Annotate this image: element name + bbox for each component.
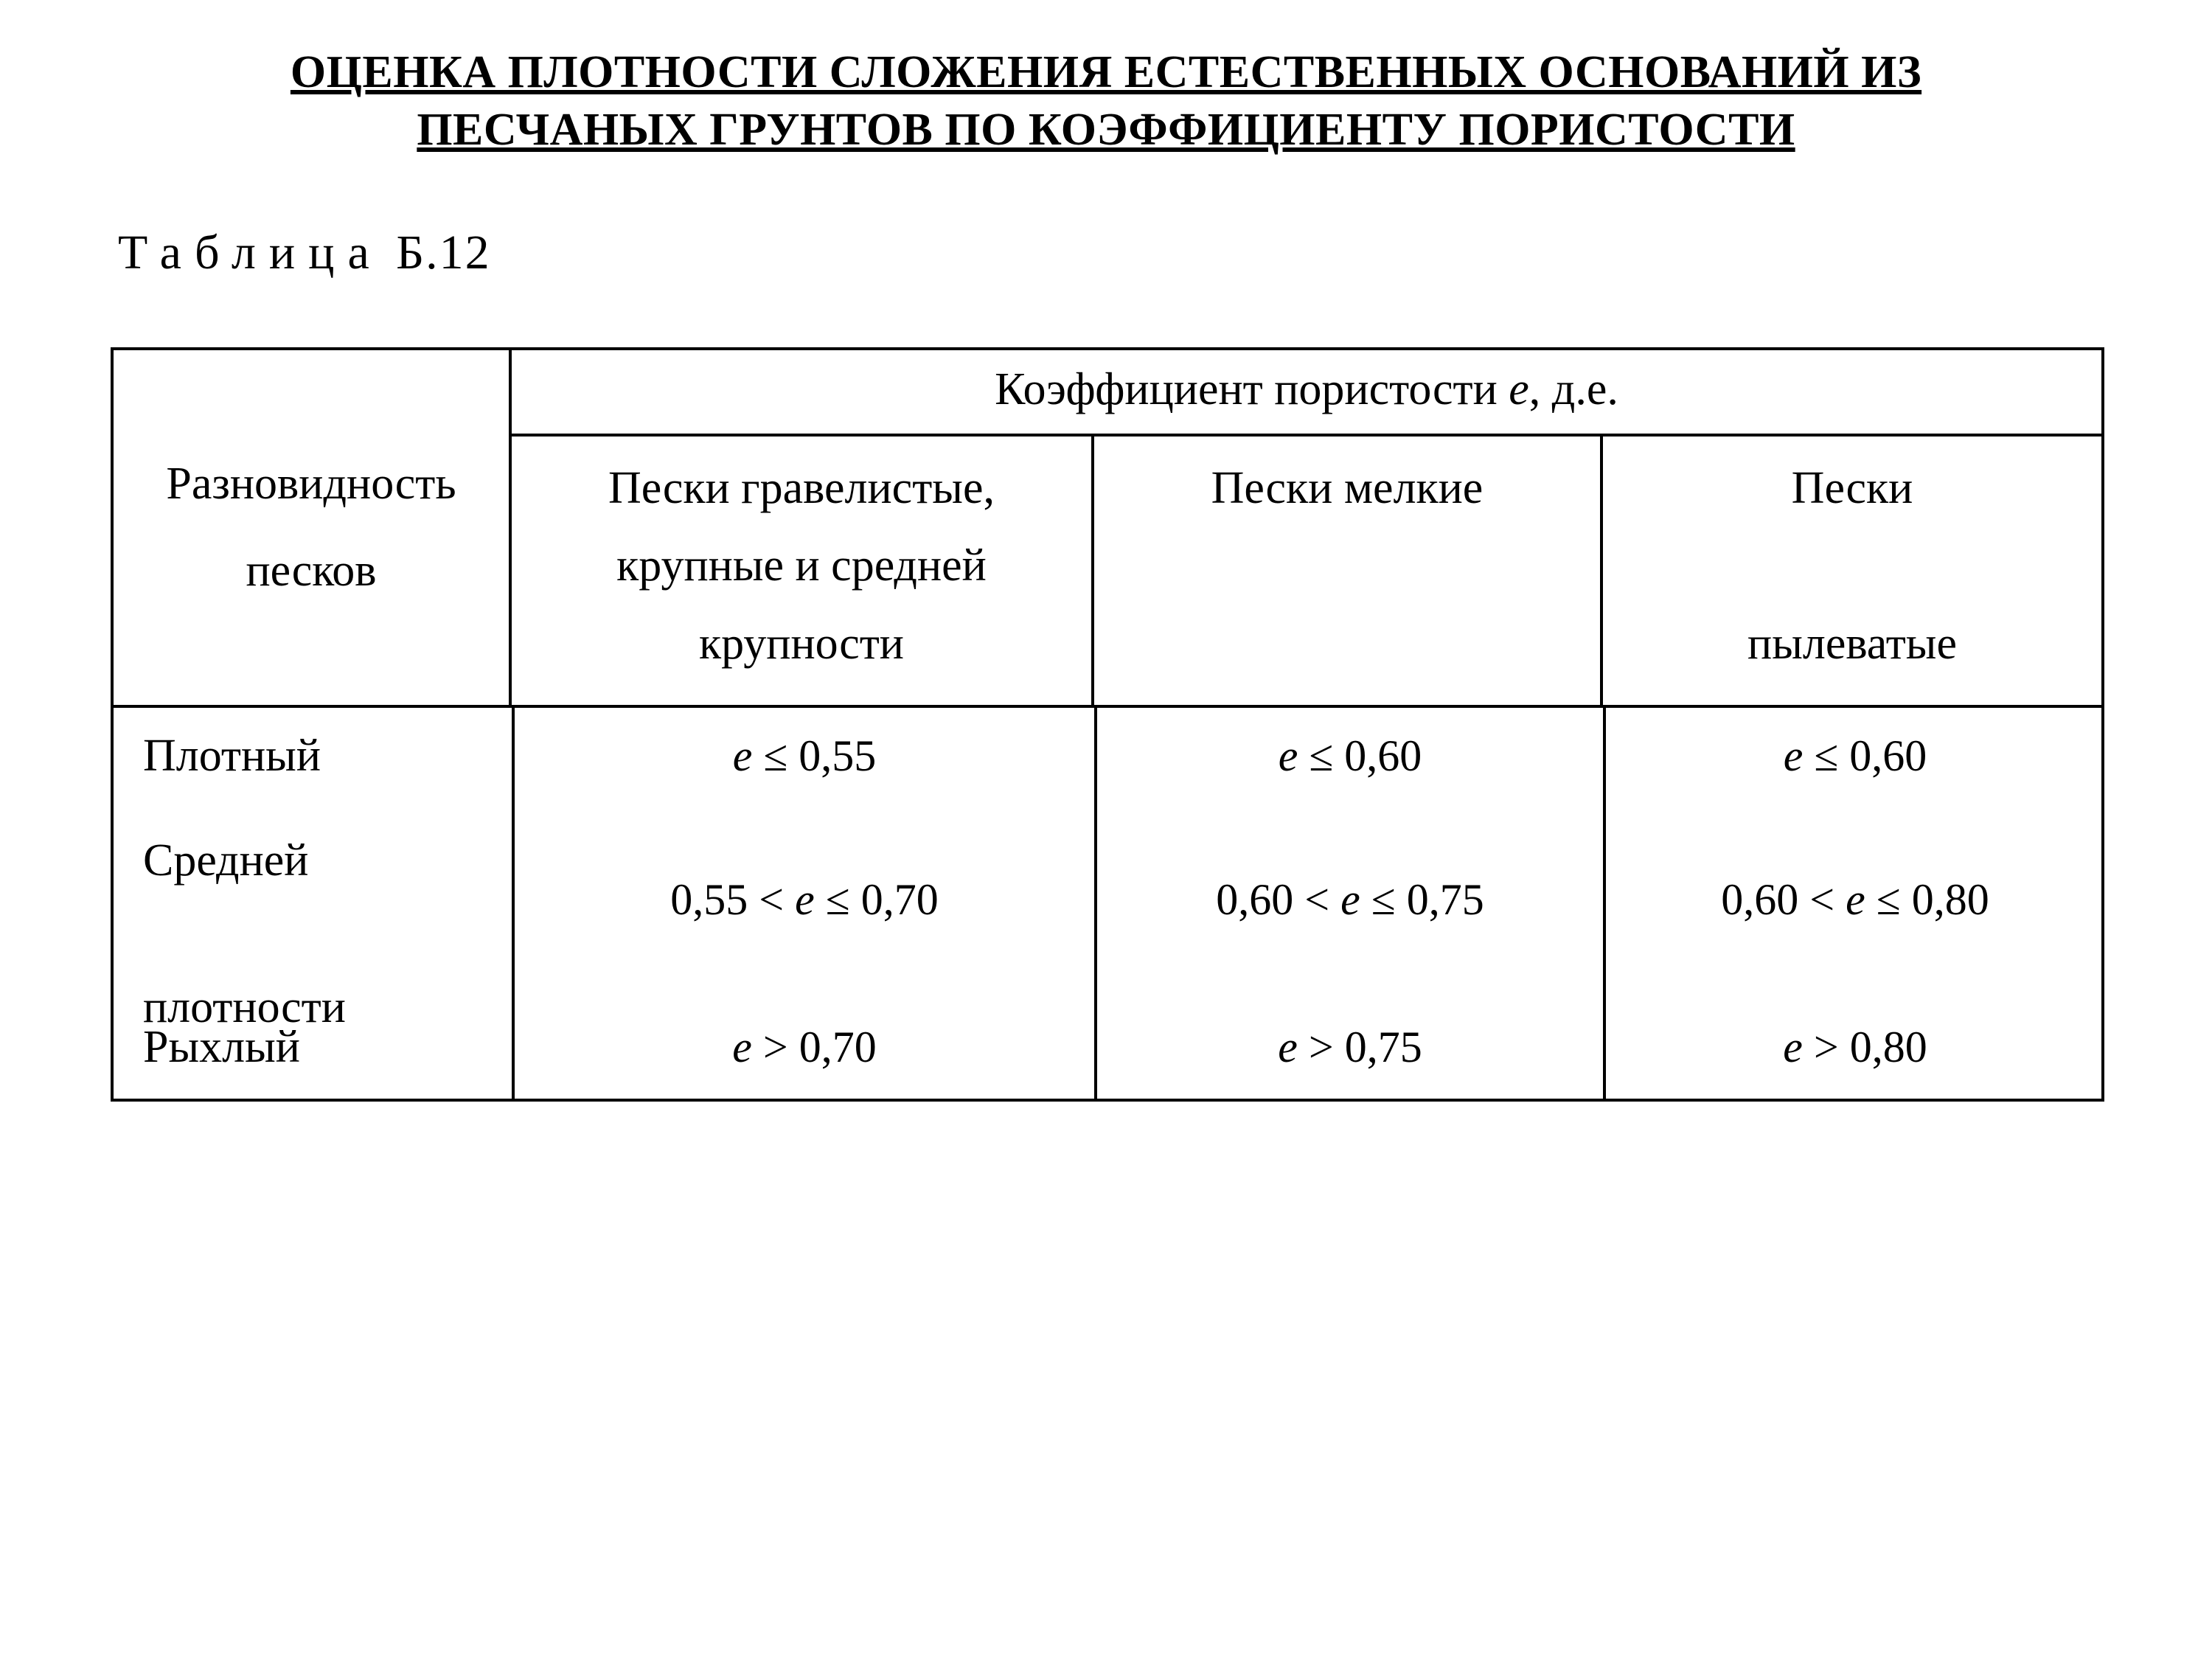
row-loose-col1: е > 0,70 — [512, 995, 1094, 1099]
row-loose-col2: е > 0,75 — [1094, 995, 1603, 1099]
header-coefficient: Коэффициент пористости е, д.е. — [510, 349, 2103, 435]
table-caption: Таблица Б.12 — [111, 225, 2101, 281]
table-caption-number: Б.12 — [383, 226, 491, 279]
header-sand-type: Разновидность песков — [112, 349, 510, 706]
row-medium-col1: 0,55 < е ≤ 0,70 — [512, 804, 1094, 995]
title-line-2: ПЕСЧАНЫХ ГРУНТОВ ПО КОЭФФИЦИЕНТУ ПОРИСТО… — [417, 105, 1795, 155]
row-loose-label: Рыхлый — [114, 1011, 512, 1084]
row-dense-col3: е ≤ 0,60 — [1603, 708, 2104, 804]
porosity-table: Разновидность песков Коэффициент пористо… — [111, 347, 2104, 1102]
body-grid: Плотный е ≤ 0,55 е ≤ 0,60 е ≤ 0,60 Средн… — [114, 708, 2101, 1099]
row-medium-col3: 0,60 < е ≤ 0,80 — [1603, 804, 2104, 995]
header-top-var: е — [1509, 364, 1529, 414]
header-col-fine: Пески мелкие — [1093, 435, 1601, 706]
row-medium-col2: 0,60 < е ≤ 0,75 — [1094, 804, 1603, 995]
table-caption-word: Таблица — [118, 226, 383, 279]
header-left-line2: песков — [246, 546, 376, 596]
body-row: Плотный е ≤ 0,55 е ≤ 0,60 е ≤ 0,60 Средн… — [112, 706, 2103, 1100]
header-row-1: Разновидность песков Коэффициент пористо… — [112, 349, 2103, 435]
page: ОЦЕНКА ПЛОТНОСТИ СЛОЖЕНИЯ ЕСТЕСТВЕННЫХ О… — [0, 0, 2212, 1659]
row-dense-label: Плотный — [114, 720, 512, 793]
header-col-silty: Пески пылеватые — [1601, 435, 2103, 706]
header-left-line1: Разновидность — [166, 459, 456, 509]
header-col-gravelly: Пески гравелистые, крупные и средней кру… — [510, 435, 1093, 706]
row-loose-col3: е > 0,80 — [1603, 995, 2104, 1099]
header-top-prefix: Коэффициент пористости — [995, 364, 1509, 414]
header-top-suffix: , д.е. — [1529, 364, 1618, 414]
row-dense-col1: е ≤ 0,55 — [512, 708, 1094, 804]
row-medium-label: Средней плотности — [114, 804, 512, 1044]
title-line-1: ОЦЕНКА ПЛОТНОСТИ СЛОЖЕНИЯ ЕСТЕСТВЕННЫХ О… — [291, 47, 1921, 97]
page-title: ОЦЕНКА ПЛОТНОСТИ СЛОЖЕНИЯ ЕСТЕСТВЕННЫХ О… — [111, 44, 2101, 159]
row-dense-col2: е ≤ 0,60 — [1094, 708, 1603, 804]
